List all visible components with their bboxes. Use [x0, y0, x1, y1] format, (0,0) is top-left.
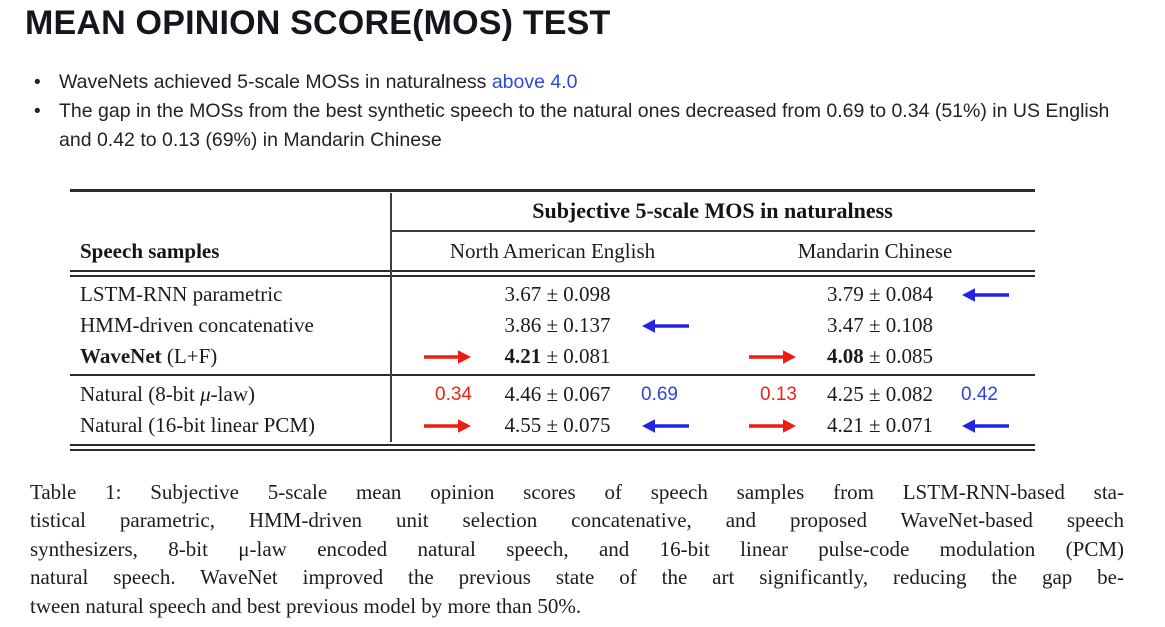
gap-annotation-red: 0.13: [760, 383, 797, 405]
mos-value-mandarin: 3.79 ± 0.084: [715, 282, 1035, 307]
marker-slot: [390, 349, 478, 365]
red-right-arrow-icon: [749, 349, 796, 364]
bullet-icon: •: [34, 101, 41, 122]
label-text: LSTM-RNN parametric: [80, 282, 283, 306]
bullet-text: WaveNets achieved 5-scale MOSs in natura…: [59, 68, 1138, 97]
mos-stddev: ± 0.085: [863, 344, 934, 368]
table-row: Natural (8-bit μ-law) 0.34 4.46 ± 0.067 …: [70, 379, 1035, 410]
speech-sample-label: Natural (8-bit μ-law): [70, 382, 390, 407]
marker-slot: [390, 418, 478, 434]
marker-slot: 0.69: [637, 384, 715, 406]
column-header-mandarin: Mandarin Chinese: [797, 238, 953, 263]
bullet-item: • The gap in the MOSs from the best synt…: [30, 97, 1138, 155]
marker-slot: [715, 418, 803, 434]
table-rule-bottom: [70, 444, 1035, 451]
label-text: HMM-driven concatenative: [80, 313, 314, 337]
table-header-row: Speech samples North American English Ma…: [70, 232, 1035, 270]
marker-slot: [715, 349, 803, 365]
label-text: Natural (8-bit: [80, 382, 201, 406]
speech-sample-label: LSTM-RNN parametric: [70, 282, 390, 307]
table-rule-header-bottom: [70, 270, 1035, 277]
blue-left-arrow-icon: [642, 318, 689, 333]
bullet-list: • WaveNets achieved 5-scale MOSs in natu…: [30, 68, 1138, 155]
label-mu-italic: μ: [200, 382, 211, 406]
mos-value: 4.55 ± 0.075: [504, 413, 611, 437]
table-body-natural: Natural (8-bit μ-law) 0.34 4.46 ± 0.067 …: [70, 376, 1035, 444]
mos-value: 4.46 ± 0.067: [504, 382, 611, 406]
table-row: WaveNet (L+F) 4.21 ± 0.081 4.08 ± 0.085: [70, 341, 1035, 372]
red-right-arrow-icon: [424, 418, 471, 433]
table-row: HMM-driven concatenative 3.86 ± 0.137 3.…: [70, 310, 1035, 341]
mos-value-english: 4.21 ± 0.081: [390, 344, 715, 369]
table-caption: Table 1: Subjective 5-scale mean opinion…: [30, 478, 1124, 620]
mos-mean-bold: 4.21: [504, 344, 542, 368]
red-right-arrow-icon: [424, 349, 471, 364]
page-title: MEAN OPINION SCORE(MOS) TEST: [25, 4, 611, 42]
mos-value-mandarin: 0.13 4.25 ± 0.082 0.42: [715, 382, 1035, 407]
mos-stddev: ± 0.081: [541, 344, 611, 368]
mos-value-mandarin: 4.21 ± 0.071: [715, 413, 1035, 438]
column-divider: [390, 193, 392, 442]
speech-sample-label: HMM-driven concatenative: [70, 313, 390, 338]
mos-value: 4.25 ± 0.082: [826, 382, 934, 406]
blue-left-arrow-icon: [642, 418, 689, 433]
table-span-header-row: Subjective 5-scale MOS in naturalness: [70, 192, 1035, 230]
mos-value-mandarin: 3.47 ± 0.108: [715, 313, 1035, 338]
marker-slot: 0.42: [957, 384, 1035, 406]
label-text: (L+F): [161, 344, 218, 368]
mos-value-english: 3.86 ± 0.137: [390, 313, 715, 338]
mos-value: 3.47 ± 0.108: [826, 313, 934, 337]
mos-value-english: 0.34 4.46 ± 0.067 0.69: [390, 382, 715, 407]
table-rule-cline: [391, 230, 1035, 232]
column-header-english: North American English: [449, 238, 656, 263]
mos-value: 3.86 ± 0.137: [504, 313, 611, 337]
column-header-speech-samples: Speech samples: [80, 238, 220, 263]
marker-slot: 0.34: [390, 384, 478, 406]
caption-line: natural speech. WaveNet improved the pre…: [30, 565, 1124, 590]
marker-slot: [957, 418, 1035, 434]
marker-slot: [637, 318, 715, 334]
marker-slot: 0.13: [715, 384, 803, 406]
mos-mean-bold: 4.08: [826, 344, 864, 368]
caption-line: Table 1: Subjective 5-scale mean opinion…: [30, 480, 1124, 504]
mos-value-mandarin: 4.08 ± 0.085: [715, 344, 1035, 369]
bullet-icon: •: [34, 72, 41, 93]
gap-annotation-blue: 0.42: [961, 383, 998, 405]
table-row: LSTM-RNN parametric 3.67 ± 0.098 3.79 ± …: [70, 279, 1035, 310]
mos-value: 4.08 ± 0.085: [803, 344, 957, 369]
red-right-arrow-icon: [749, 418, 796, 433]
label-text: -law): [210, 382, 255, 406]
bullet-text-highlight: above 4.0: [491, 71, 578, 93]
results-table: Subjective 5-scale MOS in naturalness Sp…: [70, 189, 1035, 451]
mos-value: 3.79 ± 0.084: [826, 282, 934, 306]
table-rule-top: [70, 189, 1035, 192]
mos-value-english: 4.55 ± 0.075: [390, 413, 715, 438]
mos-value: 4.21 ± 0.081: [478, 344, 637, 369]
table-row: Natural (16-bit linear PCM) 4.55 ± 0.075…: [70, 410, 1035, 441]
caption-line: tween natural speech and best previous m…: [30, 593, 582, 618]
label-text-bold: WaveNet: [80, 344, 162, 368]
marker-slot: [637, 418, 715, 434]
blue-left-arrow-icon: [962, 287, 1009, 302]
table-rule-mid: [70, 374, 1035, 376]
marker-slot: [957, 287, 1035, 303]
bullet-text: The gap in the MOSs from the best synthe…: [59, 100, 1110, 151]
mos-value: 4.21 ± 0.071: [826, 413, 934, 437]
speech-sample-label: WaveNet (L+F): [70, 344, 390, 369]
blue-left-arrow-icon: [962, 418, 1009, 433]
label-text: Natural (16-bit linear PCM): [80, 413, 316, 437]
table-body-models: LSTM-RNN parametric 3.67 ± 0.098 3.79 ± …: [70, 277, 1035, 374]
span-header: Subjective 5-scale MOS in naturalness: [532, 198, 893, 223]
mos-value-english: 3.67 ± 0.098: [390, 282, 715, 307]
caption-line: synthesizers, 8-bit μ-law encoded natura…: [30, 536, 1124, 561]
mos-value: 3.67 ± 0.098: [504, 282, 611, 306]
caption-line: tistical parametric, HMM-driven unit sel…: [30, 508, 1124, 533]
gap-annotation-blue: 0.69: [641, 383, 678, 405]
speech-sample-label: Natural (16-bit linear PCM): [70, 413, 390, 438]
bullet-text-plain: WaveNets achieved 5-scale MOSs in natura…: [59, 71, 492, 93]
bullet-item: • WaveNets achieved 5-scale MOSs in natu…: [30, 68, 1138, 97]
gap-annotation-red: 0.34: [435, 383, 472, 405]
